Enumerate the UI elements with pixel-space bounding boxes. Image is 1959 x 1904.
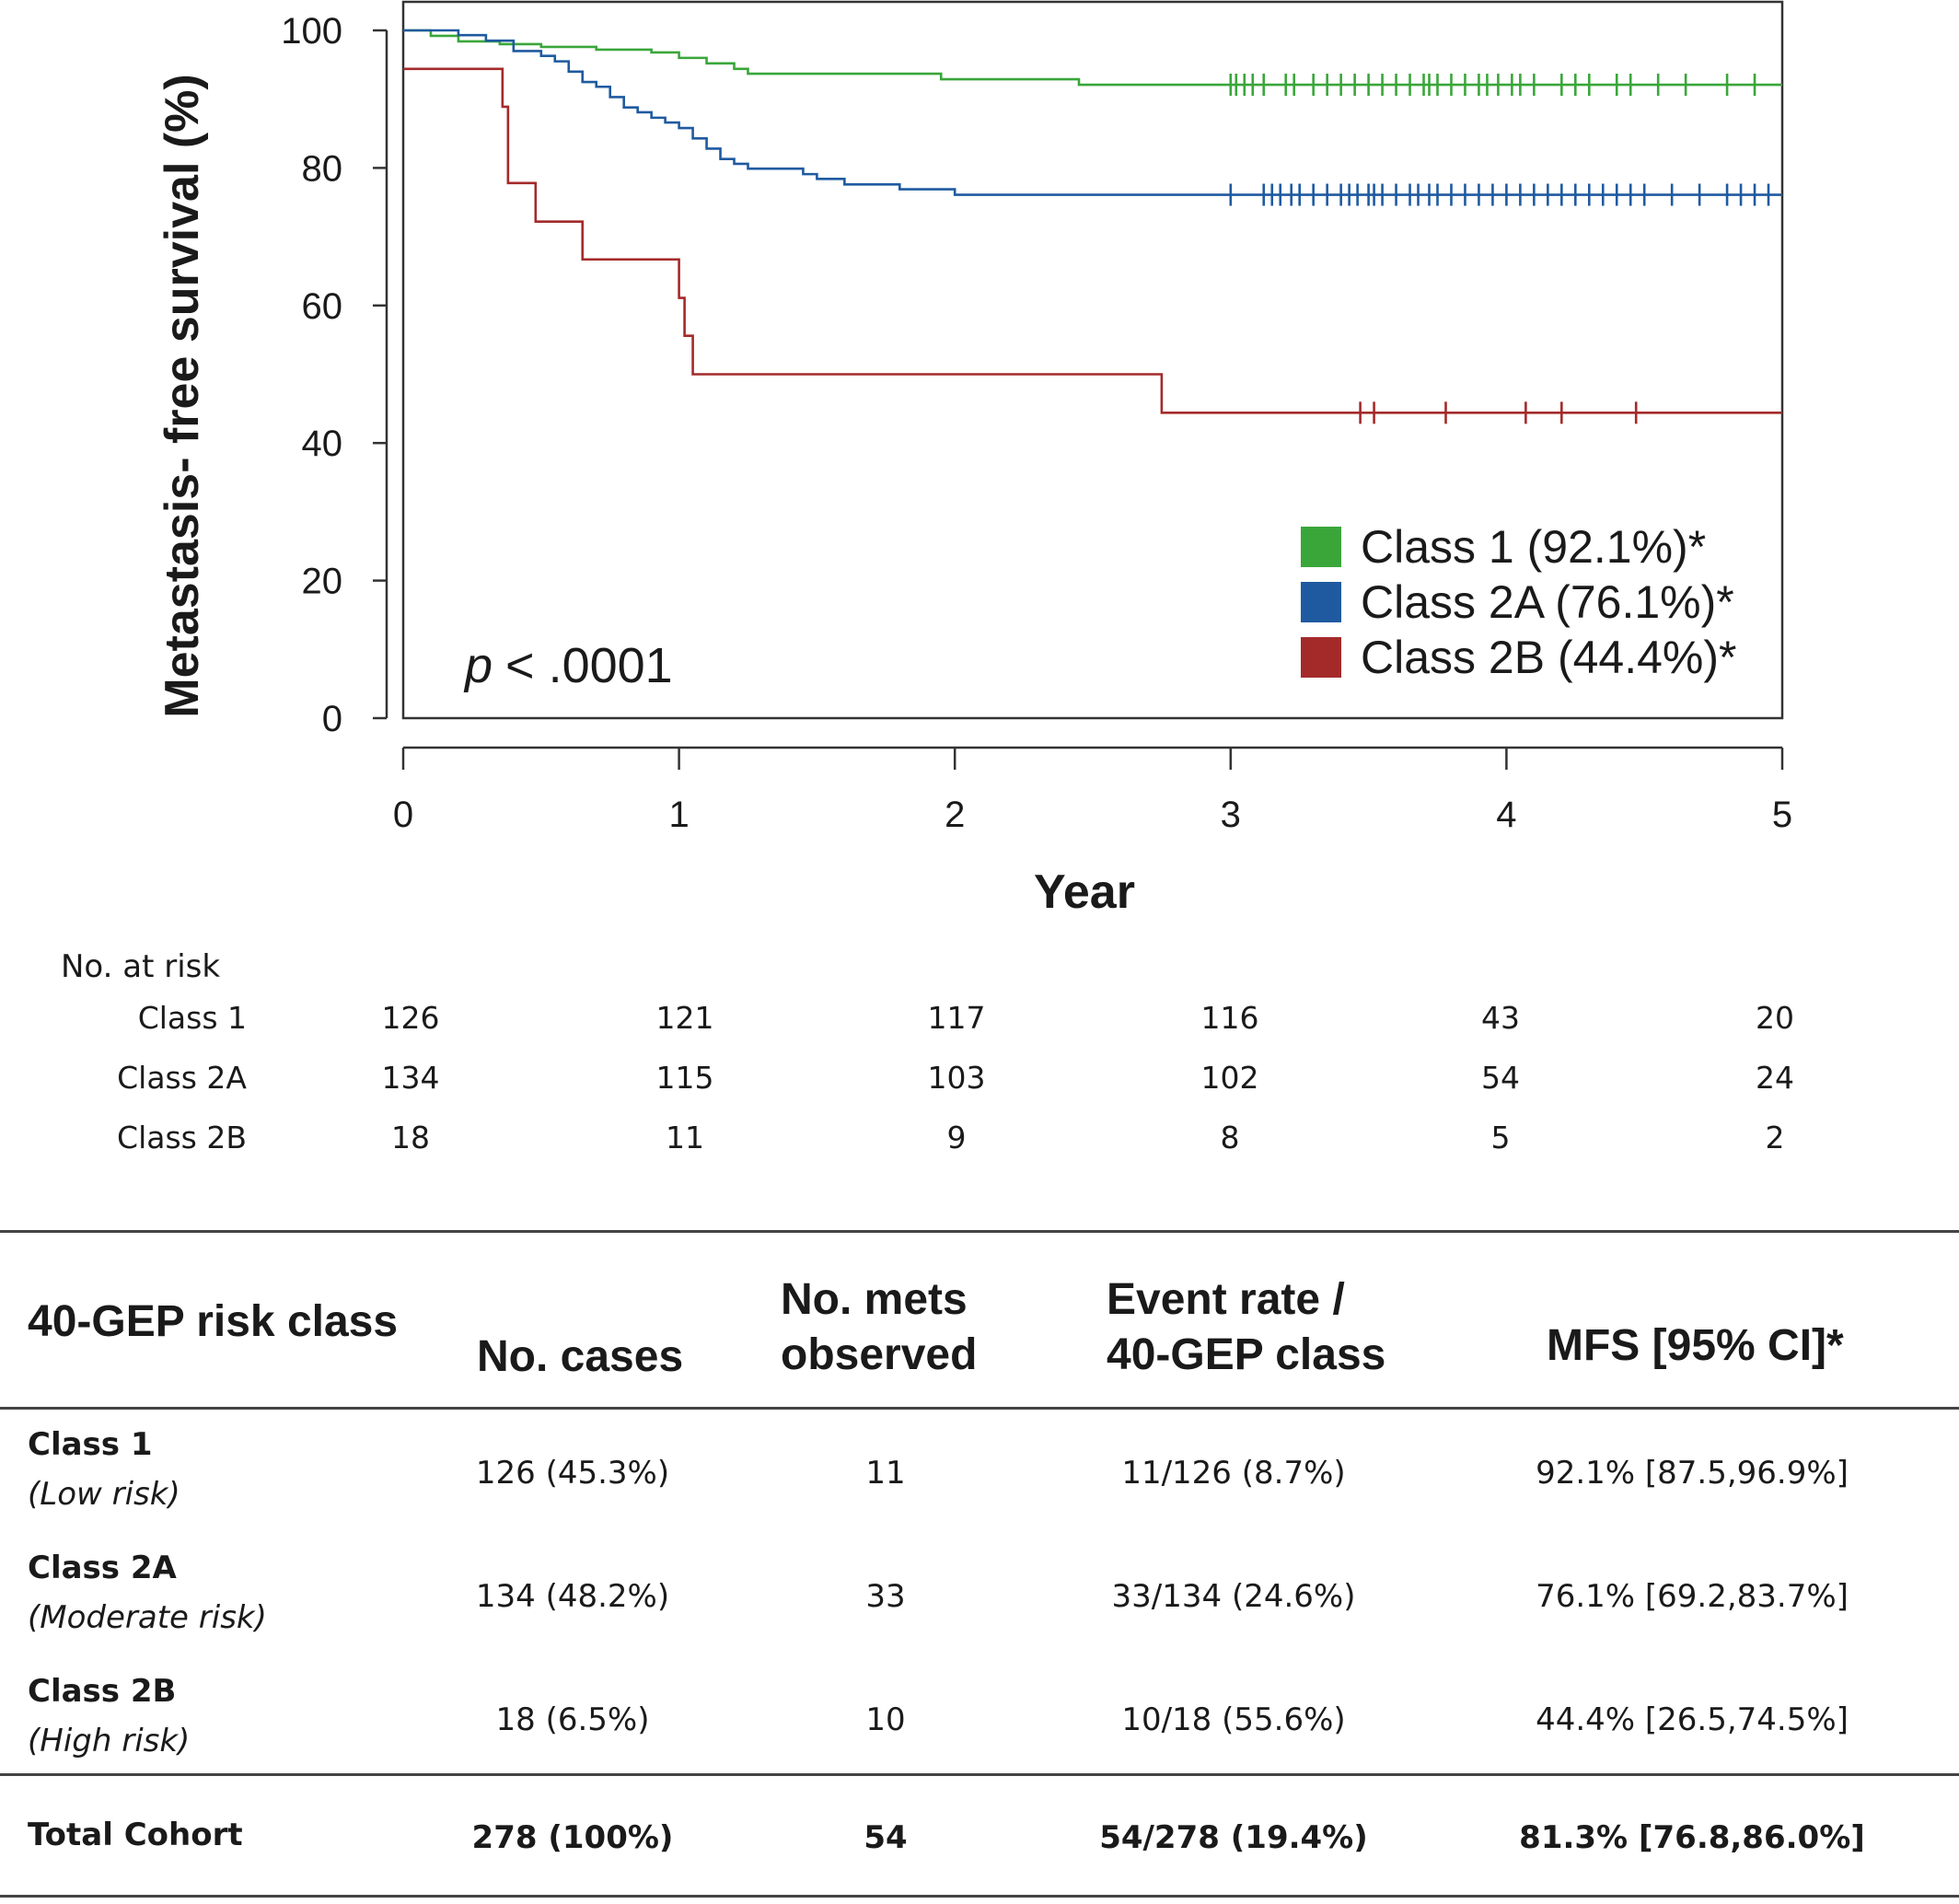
risk-cell: 134 [381,1060,440,1096]
risk-cell: 11 [666,1120,704,1155]
cell-cases: 134 (48.2%) [475,1578,670,1615]
header-risk-class: 40-GEP risk class [28,1297,399,1346]
y-axis-title: Metastasis- free survival (%) [156,74,209,717]
header-rate-line1: Event rate / [1107,1275,1345,1324]
header-mets-line2: observed [781,1330,978,1379]
cell-mets: 33 [865,1578,906,1615]
table-top-rule [0,1230,1959,1233]
risk-level: (Moderate risk) [28,1599,267,1636]
legend-label-1: Class 2A (76.1%)* [1361,576,1734,628]
legend-swatch-1 [1301,582,1341,622]
cell-rate: 33/134 (24.6%) [1111,1578,1356,1615]
x-tick-label-1: 1 [668,795,689,835]
risk-cell: 103 [927,1060,986,1096]
risk-cell: 54 [1481,1060,1520,1096]
legend-swatch-0 [1301,527,1341,567]
header-rule [0,1407,1959,1410]
series-1 [403,29,1782,206]
y-tick-label-40: 40 [302,424,343,464]
row-class-label: Class 2A (Moderate risk) [28,1543,267,1643]
header-rate-line2: 40-GEP class [1107,1330,1386,1379]
header-mfs: MFS [95% CI]* [1547,1321,1844,1370]
risk-cell: 116 [1200,1000,1259,1036]
y-tick-label-0: 0 [322,699,342,739]
total-top-rule [0,1773,1959,1776]
p-symbol: p [463,638,493,693]
y-tick-label-60: 60 [302,286,343,327]
cell-mfs: 92.1% [87.5,96.9%] [1536,1455,1849,1492]
row-class-label: Class 1 (Low risk) [28,1420,180,1519]
risk-cell: 126 [381,1000,440,1036]
p-value: < .0001 [505,638,673,693]
survival-line-1 [403,29,1782,196]
risk-cell: 102 [1200,1060,1259,1096]
x-ticks: 0 1 2 3 4 5 [393,748,1792,835]
class-name: Class 1 [28,1426,153,1463]
risk-level: (Low risk) [28,1476,180,1513]
x-tick-label-3: 3 [1221,795,1241,835]
risk-cell: 9 [946,1120,967,1155]
x-tick-label-0: 0 [393,795,413,835]
total-event-rate: 54/278 (19.4%) [1099,1819,1368,1856]
total-mfs: 81.3% [76.8,86.0%] [1519,1819,1865,1856]
risk-row-label: Class 2A [117,1060,247,1096]
legend-label-2: Class 2B (44.4%)* [1361,632,1737,683]
risk-cell: 18 [391,1120,430,1155]
x-tick-label-2: 2 [945,795,965,835]
p-value-annotation: p < .0001 [463,638,673,693]
cell-cases: 126 (45.3%) [475,1455,670,1492]
cell-rate: 10/18 (55.6%) [1121,1701,1346,1738]
risk-cell: 20 [1756,1000,1794,1036]
survival-curves [403,29,1782,424]
total-mets: 54 [864,1819,908,1856]
cell-cases: 18 (6.5%) [495,1701,650,1738]
y-tick-label-100: 100 [281,11,342,52]
x-tick-label-4: 4 [1496,795,1516,835]
risk-cell: 24 [1756,1060,1794,1096]
cell-mfs: 44.4% [26.5,74.5%] [1536,1701,1849,1738]
cell-mets: 10 [865,1701,906,1738]
risk-row-label: Class 1 [137,1000,247,1036]
total-label: Total Cohort [28,1817,243,1853]
legend-label-0: Class 1 (92.1%)* [1361,521,1706,573]
header-mets: No. mets observed [781,1272,977,1383]
cell-mets: 11 [865,1455,906,1492]
survival-line-2 [403,67,1782,414]
x-tick-label-5: 5 [1772,795,1792,835]
y-tick-label-20: 20 [302,562,343,602]
risk-table-title: No. at risk [61,948,221,985]
risk-cell: 121 [655,1000,714,1036]
risk-row-label: Class 2B [117,1120,247,1155]
risk-cell: 2 [1765,1120,1785,1155]
plot-frame [401,0,1784,720]
legend-swatch-2 [1301,637,1341,678]
y-ticks: 0 20 40 60 80 100 [281,11,387,739]
series-2 [403,67,1782,424]
table-bottom-rule [0,1895,1959,1898]
cell-rate: 11/126 (8.7%) [1121,1455,1346,1492]
x-axis-title: Year [1034,865,1135,919]
legend: Class 1 (92.1%)*Class 2A (76.1%)*Class 2… [1301,521,1737,683]
total-cases: 278 (100%) [471,1819,674,1856]
class-name: Class 2B [28,1673,177,1710]
risk-cell: 115 [655,1060,714,1096]
header-cases: No. cases [477,1332,684,1381]
row-class-label: Class 2B (High risk) [28,1666,190,1766]
risk-level: (High risk) [28,1723,191,1759]
km-chart: 0 20 40 60 80 100 0 1 2 3 4 5 Metastasis- free sur… [156,0,1792,919]
cell-mfs: 76.1% [69.2,83.7%] [1536,1578,1849,1615]
risk-cell: 117 [927,1000,986,1036]
class-name: Class 2A [28,1550,177,1586]
risk-cell: 43 [1481,1000,1520,1036]
header-mets-line1: No. mets [781,1275,968,1324]
header-event-rate: Event rate / 40-GEP class [1107,1272,1385,1383]
risk-cell: 5 [1490,1120,1511,1155]
risk-cell: 8 [1220,1120,1240,1155]
y-tick-label-80: 80 [302,148,343,189]
